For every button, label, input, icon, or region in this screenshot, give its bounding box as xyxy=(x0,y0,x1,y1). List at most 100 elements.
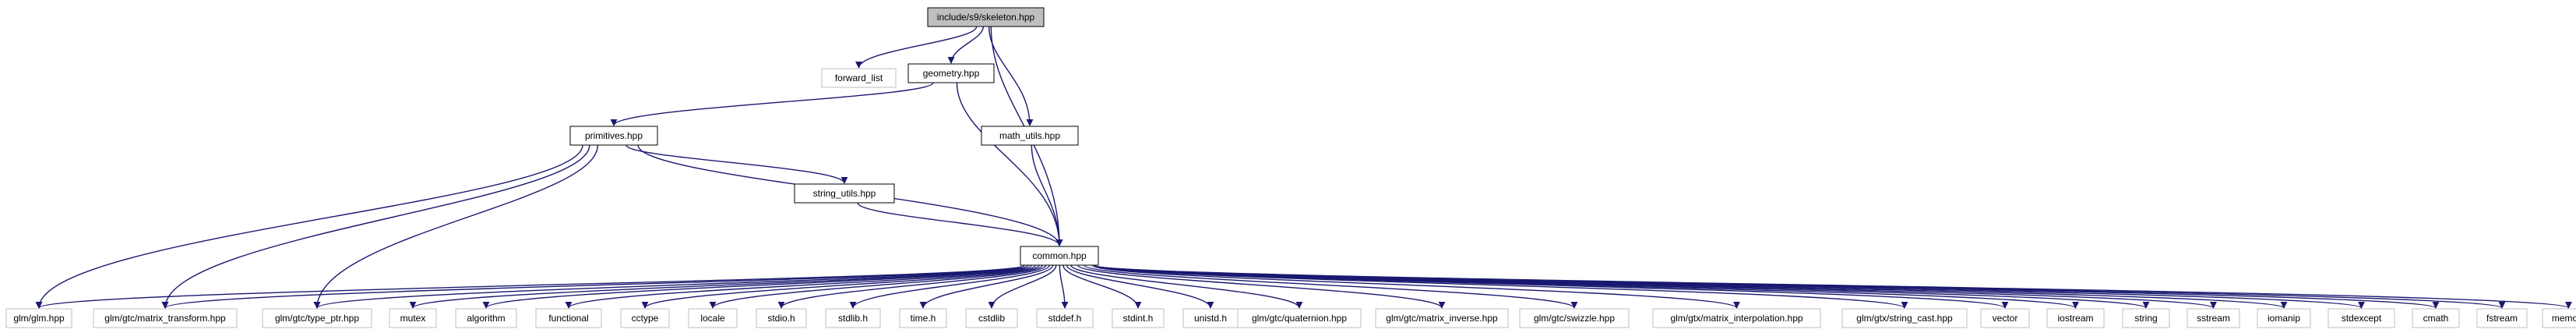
node-box xyxy=(262,308,372,328)
node-label: stdio.h xyxy=(767,313,795,324)
edge-geometry-to-primitives xyxy=(610,82,934,126)
node-label: cmath xyxy=(2423,313,2449,324)
node-box xyxy=(2476,308,2528,328)
node-math-utils-hpp[interactable]: math_utils.hpp xyxy=(981,126,1079,146)
node-label: glm/gtc/quaternion.hpp xyxy=(1252,313,1347,324)
node-box xyxy=(965,308,1018,328)
node-label: stdint.h xyxy=(1123,313,1154,324)
node-label: glm/gtc/type_ptr.hpp xyxy=(275,313,359,324)
node-box xyxy=(2412,308,2460,328)
node-label: unistd.h xyxy=(1194,313,1227,324)
node-label: glm/gtc/matrix_inverse.hpp xyxy=(1386,313,1498,324)
node-label: glm/glm.hpp xyxy=(13,313,65,324)
edge-skeleton-to-math_utils xyxy=(988,26,1034,126)
node-box xyxy=(1980,308,2030,328)
node-label: cstdlib xyxy=(978,313,1005,324)
edge-skeleton-to-forward_list xyxy=(855,26,978,69)
node-memory: memory xyxy=(2542,308,2576,328)
node-label: include/s9/skeleton.hpp xyxy=(937,12,1035,23)
edge-common-to-time xyxy=(919,264,1054,309)
node-label: geometry.hpp xyxy=(923,68,980,79)
edge-math_utils-to-common xyxy=(1031,144,1063,246)
node-label: time.h xyxy=(911,313,936,324)
edge-primitives-to-glm_mt xyxy=(161,144,590,309)
node-cstdlib: cstdlib xyxy=(965,308,1018,328)
node-label: forward_list xyxy=(835,73,883,83)
node-label: glm/gtc/swizzle.hpp xyxy=(1534,313,1615,324)
node-label: primitives.hpp xyxy=(585,130,643,141)
edge-primitives-to-string_utils xyxy=(625,144,848,184)
node-vector: vector xyxy=(1980,308,2030,328)
node-box xyxy=(2328,308,2395,328)
node-common-hpp[interactable]: common.hpp xyxy=(1020,246,1099,266)
node-iomanip: iomanip xyxy=(2257,308,2311,328)
edge-common-to-stdint xyxy=(1062,264,1142,309)
edge-common-to-glm_sw xyxy=(1084,264,1578,309)
node-box xyxy=(688,308,738,328)
node-label: glm/gtx/string_cast.hpp xyxy=(1856,313,1953,324)
node-box xyxy=(821,68,897,88)
node-label: math_utils.hpp xyxy=(999,130,1060,141)
edge-common-to-locale xyxy=(709,264,1044,309)
node-box xyxy=(620,308,670,328)
node-geometry-hpp[interactable]: geometry.hpp xyxy=(907,63,995,83)
edge-common-to-glm_tp xyxy=(313,264,1025,309)
node-include-s9-skeleton-hpp[interactable]: include/s9/skeleton.hpp xyxy=(927,7,1045,27)
graph-edges xyxy=(35,26,2572,309)
node-box xyxy=(1237,308,1362,328)
node-glm-gtx-matrix-interpolation-hpp: glm/gtx/matrix_interpolation.hpp xyxy=(1652,308,1821,328)
node-label: cctype xyxy=(632,313,659,324)
node-label: iostream xyxy=(2057,313,2093,324)
edge-common-to-stddef xyxy=(1059,264,1069,309)
node-box xyxy=(2187,308,2240,328)
node-stdexcept: stdexcept xyxy=(2328,308,2395,328)
node-stddef-h: stddef.h xyxy=(1036,308,1094,328)
node-stdio-h: stdio.h xyxy=(756,308,807,328)
node-box xyxy=(93,308,238,328)
node-label: memory xyxy=(2552,313,2576,324)
node-label: mutex xyxy=(400,313,426,324)
node-box xyxy=(1652,308,1821,328)
node-box xyxy=(2046,308,2105,328)
node-sstream: sstream xyxy=(2187,308,2240,328)
node-label: stdexcept xyxy=(2342,313,2382,324)
edge-common-to-cctype xyxy=(641,264,1040,309)
edge-skeleton-to-geometry xyxy=(947,26,984,64)
edge-string_utils-to-common xyxy=(857,202,1063,246)
node-label: stdlib.h xyxy=(838,313,868,324)
node-mutex: mutex xyxy=(389,308,437,328)
edge-common-to-mutex xyxy=(409,264,1029,309)
node-box xyxy=(2122,308,2170,328)
node-time-h: time.h xyxy=(899,308,947,328)
node-label: string_utils.hpp xyxy=(813,188,876,199)
edge-primitives-to-glm_glm xyxy=(35,144,583,309)
node-label: algorithm xyxy=(467,313,505,324)
node-label: sstream xyxy=(2197,313,2230,324)
node-label: locale xyxy=(700,313,725,324)
node-iostream: iostream xyxy=(2046,308,2105,328)
node-primitives-hpp[interactable]: primitives.hpp xyxy=(569,126,658,146)
edge-common-to-stdlib xyxy=(849,264,1050,309)
node-box xyxy=(1519,308,1630,328)
node-glm-glm-hpp: glm/glm.hpp xyxy=(5,308,72,328)
edge-common-to-cstdlib xyxy=(988,264,1057,309)
node-box xyxy=(2542,308,2576,328)
node-label: vector xyxy=(1993,313,2018,324)
node-locale: locale xyxy=(688,308,738,328)
node-label: fstream xyxy=(2486,313,2518,324)
node-cctype: cctype xyxy=(620,308,670,328)
node-string-utils-hpp[interactable]: string_utils.hpp xyxy=(794,183,895,204)
node-box xyxy=(455,308,517,328)
node-box xyxy=(927,7,1045,27)
node-box xyxy=(794,183,895,204)
node-box xyxy=(907,63,995,83)
node-glm-gtc-swizzle-hpp: glm/gtc/swizzle.hpp xyxy=(1519,308,1630,328)
edge-primitives-to-glm_tp xyxy=(313,144,599,309)
node-box xyxy=(1375,308,1509,328)
node-cmath: cmath xyxy=(2412,308,2460,328)
node-box xyxy=(981,126,1079,146)
node-label: common.hpp xyxy=(1032,250,1087,261)
node-box xyxy=(535,308,602,328)
node-glm-gtx-string-cast-hpp: glm/gtx/string_cast.hpp xyxy=(1841,308,1968,328)
node-glm-gtc-matrix-inverse-hpp: glm/gtc/matrix_inverse.hpp xyxy=(1375,308,1509,328)
